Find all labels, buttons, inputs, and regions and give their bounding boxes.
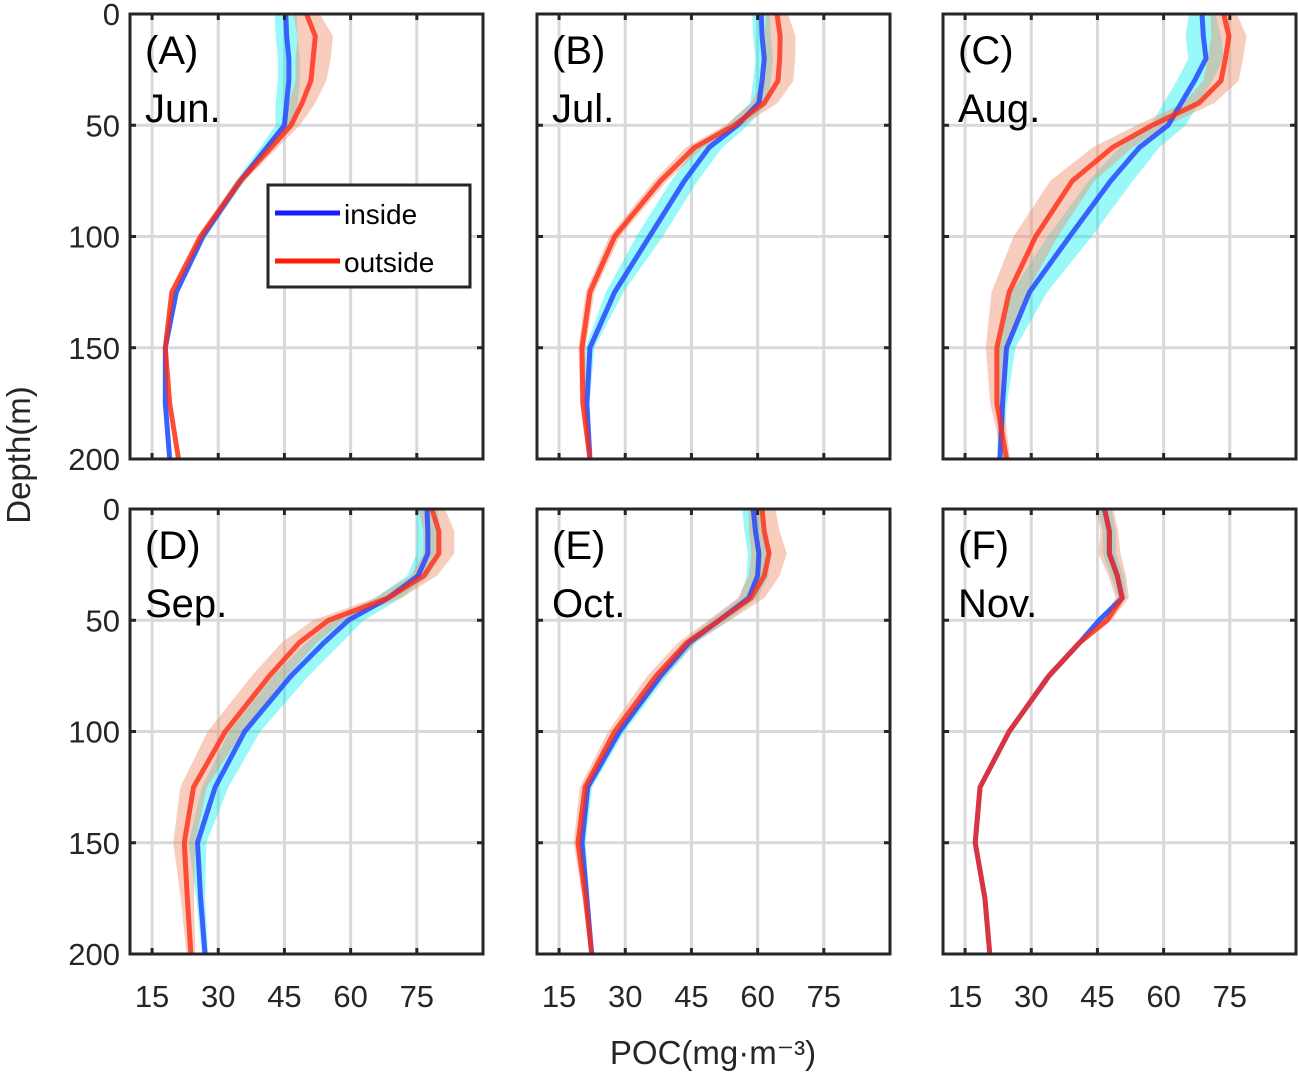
x-tick-label: 75 [400,979,434,1014]
x-tick-label: 60 [740,979,774,1014]
y-tick-label: 100 [68,715,120,750]
panel-id-label: (C) [958,29,1014,73]
x-tick-label: 30 [608,979,642,1014]
panel-id-label: (F) [958,524,1009,568]
legend-outside-label: outside [344,247,434,278]
outside-line [181,508,442,955]
y-tick-label: 200 [68,937,120,972]
panel-id-label: (E) [552,524,605,568]
x-tick-label: 75 [807,979,841,1014]
y-tick-label: 50 [86,108,120,143]
outside-line [579,13,783,460]
x-tick-label: 30 [201,979,235,1014]
panel-month-label: Nov. [958,582,1037,626]
panel-month-label: Jul. [552,87,614,131]
legend: inside outside [266,183,472,289]
inside-line [195,508,431,955]
y-tick-label: 150 [68,331,120,366]
outside-band [973,509,1129,954]
outside-line [162,13,318,460]
outside-line [972,508,1125,955]
x-tick-label: 45 [267,979,301,1014]
inside-line [584,13,767,460]
panel-d: (D) Sep. 0 50 100 150 200 15 30 45 60 75 [68,492,485,1014]
inside-band [188,509,439,954]
panel-a: (A) Jun. 0 50 100 150 200 inside outside [68,0,485,477]
y-axis-label: Depth(m) [0,386,37,524]
outside-line [575,508,772,955]
x-tick-label: 45 [674,979,708,1014]
y-tick-label: 200 [68,442,120,477]
panel-f: (F) Nov. 15 30 45 60 75 [941,507,1298,1014]
legend-inside-label: inside [344,199,417,230]
y-tick-label: 0 [103,492,120,527]
panel-month-label: Jun. [145,87,221,131]
panel-c: (C) Aug. [941,12,1298,461]
inside-line [997,13,1209,460]
x-tick-label: 75 [1213,979,1247,1014]
x-tick-label: 60 [333,979,367,1014]
x-tick-label: 45 [1080,979,1114,1014]
x-tick-label: 60 [1146,979,1180,1014]
panel-id-label: (A) [145,29,198,73]
panel-month-label: Oct. [552,582,625,626]
x-axis-label: POC(mg·m⁻³) [610,1034,816,1071]
x-tick-label: 15 [135,979,169,1014]
panel-e: (E) Oct. 15 30 45 60 75 [535,507,892,1014]
inside-band [163,14,300,459]
panel-month-label: Sep. [145,582,227,626]
x-tick-label: 15 [542,979,576,1014]
x-tick-label: 15 [948,979,982,1014]
panel-b: (B) Jul. [535,12,892,461]
panel-id-label: (B) [552,29,605,73]
outside-band [578,14,796,459]
outside-line [994,13,1232,460]
y-tick-label: 100 [68,220,120,255]
y-tick-label: 0 [103,0,120,32]
legend-box [266,183,472,289]
x-tick-label: 30 [1014,979,1048,1014]
y-tick-label: 50 [86,603,120,638]
y-tick-label: 150 [68,826,120,861]
panel-month-label: Aug. [958,87,1040,131]
panel-id-label: (D) [145,524,201,568]
